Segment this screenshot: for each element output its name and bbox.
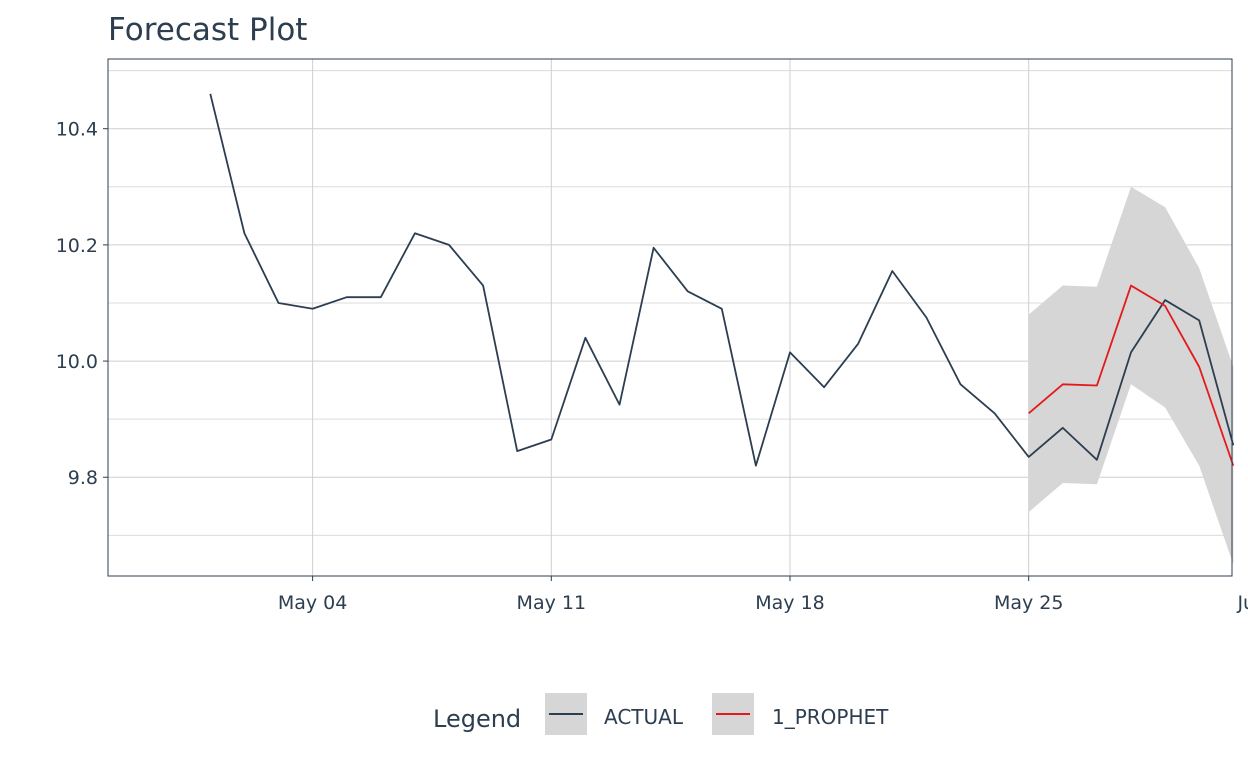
y-tick-label: 10.4 bbox=[56, 119, 98, 141]
x-tick-label: May 04 bbox=[278, 592, 348, 614]
legend-label-actual: ACTUAL bbox=[604, 705, 684, 729]
y-tick-label: 10.2 bbox=[56, 235, 98, 257]
y-tick-label: 9.8 bbox=[68, 467, 98, 489]
series-line-actual bbox=[209, 93, 1235, 467]
legend-title: Legend bbox=[433, 705, 521, 733]
x-tick-label: May 25 bbox=[994, 592, 1064, 614]
series-line-1-prophet bbox=[1028, 284, 1235, 466]
plot-panel-border bbox=[107, 58, 1233, 577]
x-tick-label: May 11 bbox=[517, 592, 587, 614]
x-tick-label: May 18 bbox=[755, 592, 825, 614]
chart-title: Forecast Plot bbox=[108, 12, 308, 48]
y-tick-label: 10.0 bbox=[56, 351, 98, 373]
x-tick-label: Jun 01 bbox=[1236, 592, 1248, 614]
forecast-confidence-band bbox=[1028, 186, 1234, 565]
legend-label-1-prophet: 1_PROPHET bbox=[772, 705, 889, 729]
